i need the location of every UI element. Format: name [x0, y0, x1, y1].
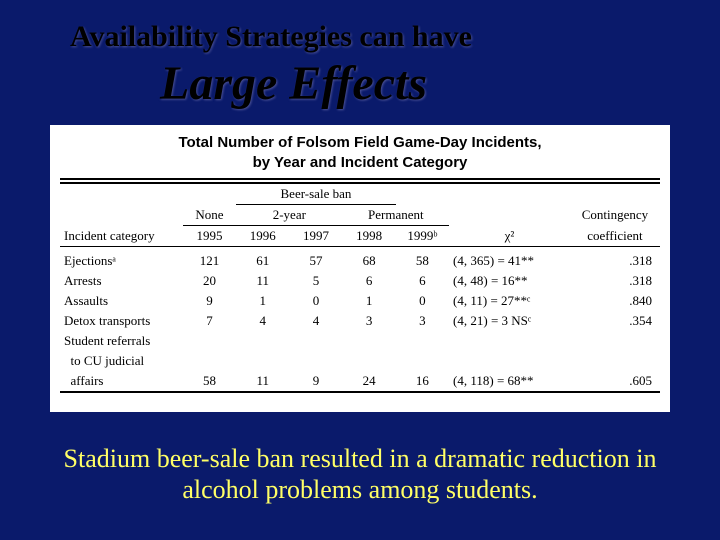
- cell-value: [236, 331, 289, 351]
- table-row: Ejectionsᵃ12161576858(4, 365) = 41**.318: [60, 251, 660, 271]
- header-chi2: χ²: [449, 226, 570, 247]
- cell-value: 24: [343, 371, 396, 392]
- cell-value: [289, 331, 342, 351]
- table-row: to CU judicial: [60, 351, 660, 371]
- cell-value: 7: [183, 311, 236, 331]
- cell-value: 9: [289, 371, 342, 392]
- cell-value: 3: [343, 311, 396, 331]
- header-contingency-2: coefficient: [570, 226, 660, 247]
- table-title-line1: Total Number of Folsom Field Game-Day In…: [178, 134, 541, 151]
- title-line-1: Availability Strategies can have: [70, 20, 472, 54]
- row-label: Ejectionsᵃ: [60, 251, 183, 271]
- cell-chi2: (4, 48) = 16**: [449, 271, 570, 291]
- cell-value: [289, 351, 342, 371]
- data-table-panel: Total Number of Folsom Field Game-Day In…: [50, 125, 670, 412]
- title-line-2: Large Effects: [160, 56, 427, 111]
- cell-chi2: (4, 21) = 3 NSᶜ: [449, 311, 570, 331]
- cell-value: [343, 331, 396, 351]
- cell-value: 6: [396, 271, 449, 291]
- cell-value: [236, 351, 289, 371]
- cell-value: 1: [236, 291, 289, 311]
- header-1995: 1995: [183, 226, 236, 247]
- cell-contingency: .840: [570, 291, 660, 311]
- header-contingency-1: Contingency: [570, 205, 660, 226]
- cell-value: 0: [396, 291, 449, 311]
- header-1997: 1997: [289, 226, 342, 247]
- cell-contingency: .318: [570, 271, 660, 291]
- cell-contingency: [570, 351, 660, 371]
- table-row: Detox transports74433(4, 21) = 3 NSᶜ.354: [60, 311, 660, 331]
- header-beer-ban: Beer-sale ban: [236, 183, 396, 205]
- row-label: Assaults: [60, 291, 183, 311]
- cell-value: 16: [396, 371, 449, 392]
- cell-value: [183, 351, 236, 371]
- row-label: affairs: [60, 371, 183, 392]
- cell-chi2: [449, 331, 570, 351]
- cell-value: 11: [236, 371, 289, 392]
- cell-value: 5: [289, 271, 342, 291]
- cell-value: 11: [236, 271, 289, 291]
- header-1999: 1999ᵇ: [396, 226, 449, 247]
- header-2year: 2-year: [236, 205, 342, 226]
- header-1998: 1998: [343, 226, 396, 247]
- cell-value: [396, 351, 449, 371]
- cell-contingency: .605: [570, 371, 660, 392]
- cell-contingency: .354: [570, 311, 660, 331]
- incidents-table: Beer-sale ban None 2-year Permanent Cont…: [60, 178, 660, 396]
- cell-value: 3: [396, 311, 449, 331]
- cell-value: 1: [343, 291, 396, 311]
- cell-chi2: (4, 11) = 27**ᶜ: [449, 291, 570, 311]
- table-row: Assaults91010(4, 11) = 27**ᶜ.840: [60, 291, 660, 311]
- cell-value: 4: [236, 311, 289, 331]
- cell-value: 57: [289, 251, 342, 271]
- header-incident-category: Incident category: [60, 226, 183, 247]
- header-none: None: [183, 205, 236, 226]
- header-permanent: Permanent: [343, 205, 449, 226]
- row-label: Detox transports: [60, 311, 183, 331]
- cell-value: 0: [289, 291, 342, 311]
- row-label: Arrests: [60, 271, 183, 291]
- cell-value: 68: [343, 251, 396, 271]
- cell-value: 4: [289, 311, 342, 331]
- cell-value: 61: [236, 251, 289, 271]
- cell-chi2: (4, 118) = 68**: [449, 371, 570, 392]
- cell-chi2: (4, 365) = 41**: [449, 251, 570, 271]
- cell-value: 121: [183, 251, 236, 271]
- table-row: affairs581192416(4, 118) = 68**.605: [60, 371, 660, 392]
- cell-contingency: [570, 331, 660, 351]
- table-title: Total Number of Folsom Field Game-Day In…: [60, 133, 660, 172]
- cell-value: [396, 331, 449, 351]
- cell-contingency: .318: [570, 251, 660, 271]
- cell-value: [183, 331, 236, 351]
- row-label: Student referrals: [60, 331, 183, 351]
- table-row: Arrests2011566(4, 48) = 16**.318: [60, 271, 660, 291]
- cell-value: 58: [183, 371, 236, 392]
- cell-chi2: [449, 351, 570, 371]
- cell-value: 58: [396, 251, 449, 271]
- caption-text: Stadium beer-sale ban resulted in a dram…: [46, 443, 674, 505]
- cell-value: [343, 351, 396, 371]
- cell-value: 9: [183, 291, 236, 311]
- row-label: to CU judicial: [60, 351, 183, 371]
- cell-value: 6: [343, 271, 396, 291]
- table-title-line2: by Year and Incident Category: [253, 154, 468, 171]
- cell-value: 20: [183, 271, 236, 291]
- header-1996: 1996: [236, 226, 289, 247]
- table-row: Student referrals: [60, 331, 660, 351]
